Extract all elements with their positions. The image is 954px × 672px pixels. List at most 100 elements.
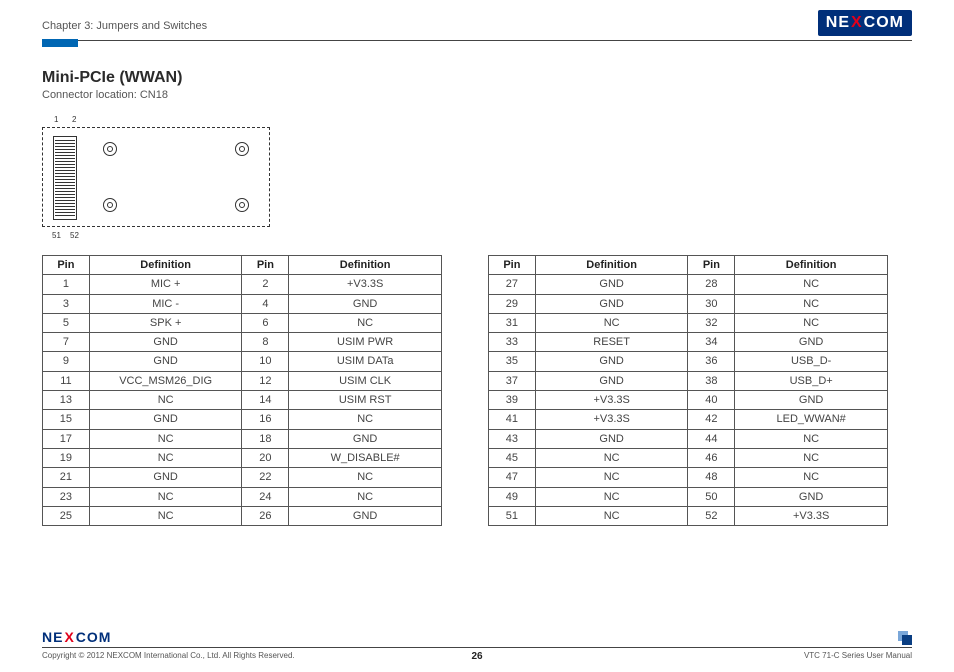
cell-def: VCC_MSM26_DIG xyxy=(89,371,242,390)
table-row: 25NC26GND xyxy=(43,506,442,525)
cell-def: GND xyxy=(89,352,242,371)
cell-def: NC xyxy=(289,410,442,429)
cell-pin: 42 xyxy=(688,410,735,429)
logo-box: NEXCOM xyxy=(818,10,912,36)
cell-pin: 43 xyxy=(489,429,536,448)
cell-def: RESET xyxy=(535,333,688,352)
th-def: Definition xyxy=(289,256,442,275)
cell-def: GND xyxy=(89,468,242,487)
cell-pin: 52 xyxy=(688,506,735,525)
pin-table-left: Pin Definition Pin Definition 1MIC +2+V3… xyxy=(42,255,442,526)
cell-pin: 19 xyxy=(43,448,90,467)
pin-label-1: 1 xyxy=(54,115,58,124)
cell-pin: 47 xyxy=(489,468,536,487)
table-row: 51NC52+V3.3S xyxy=(489,506,888,525)
cell-def: GND xyxy=(535,429,688,448)
cell-pin: 44 xyxy=(688,429,735,448)
cell-pin: 45 xyxy=(489,448,536,467)
table-row: 23NC24NC xyxy=(43,487,442,506)
table-row: 13NC14USIM RST xyxy=(43,391,442,410)
pin-label-2: 2 xyxy=(72,115,76,124)
cell-def: NC xyxy=(735,294,888,313)
th-def: Definition xyxy=(535,256,688,275)
table-row: 21GND22NC xyxy=(43,468,442,487)
cell-pin: 15 xyxy=(43,410,90,429)
logo-left: NE xyxy=(42,629,63,645)
cell-def: NC xyxy=(535,468,688,487)
content-area: Mini-PCIe (WWAN) Connector location: CN1… xyxy=(0,47,954,526)
cell-def: GND xyxy=(735,391,888,410)
cell-pin: 33 xyxy=(489,333,536,352)
cell-def: NC xyxy=(535,487,688,506)
cell-def: +V3.3S xyxy=(535,410,688,429)
chapter-label: Chapter 3: Jumpers and Switches xyxy=(42,20,207,36)
table-row: 3MIC -4GND xyxy=(43,294,442,313)
cell-def: GND xyxy=(735,333,888,352)
page-header: Chapter 3: Jumpers and Switches NEXCOM xyxy=(0,0,954,36)
mount-hole-icon xyxy=(103,198,117,212)
cell-pin: 7 xyxy=(43,333,90,352)
cell-pin: 6 xyxy=(242,313,289,332)
cell-pin: 12 xyxy=(242,371,289,390)
cell-pin: 16 xyxy=(242,410,289,429)
table-row: 27GND28NC xyxy=(489,275,888,294)
cell-def: NC xyxy=(89,391,242,410)
cell-def: NC xyxy=(535,313,688,332)
pin-stripes xyxy=(54,139,76,217)
table-row: 11VCC_MSM26_DIG12USIM CLK xyxy=(43,371,442,390)
cell-pin: 8 xyxy=(242,333,289,352)
th-def: Definition xyxy=(89,256,242,275)
table-row: 29GND30NC xyxy=(489,294,888,313)
table-row: 37GND38USB_D+ xyxy=(489,371,888,390)
th-pin: Pin xyxy=(242,256,289,275)
cell-def: NC xyxy=(289,487,442,506)
cell-pin: 38 xyxy=(688,371,735,390)
logo-x: X xyxy=(64,629,74,645)
footer-line xyxy=(42,647,912,648)
table-row: 15GND16NC xyxy=(43,410,442,429)
cell-def: GND xyxy=(289,506,442,525)
cell-def: USIM RST xyxy=(289,391,442,410)
cell-def: +V3.3S xyxy=(735,506,888,525)
cell-pin: 14 xyxy=(242,391,289,410)
cell-pin: 9 xyxy=(43,352,90,371)
cell-def: MIC + xyxy=(89,275,242,294)
cell-pin: 48 xyxy=(688,468,735,487)
cell-pin: 22 xyxy=(242,468,289,487)
cell-def: GND xyxy=(89,333,242,352)
cell-pin: 37 xyxy=(489,371,536,390)
table-row: 39+V3.3S40GND xyxy=(489,391,888,410)
cell-pin: 24 xyxy=(242,487,289,506)
cell-pin: 39 xyxy=(489,391,536,410)
footer-logo: NEXCOM xyxy=(42,629,111,645)
footer-square-icon xyxy=(898,631,912,645)
cell-pin: 4 xyxy=(242,294,289,313)
cell-def: NC xyxy=(735,275,888,294)
table-row: 43GND44NC xyxy=(489,429,888,448)
section-title: Mini-PCIe (WWAN) xyxy=(42,69,912,87)
connector-body xyxy=(53,136,77,220)
cell-pin: 5 xyxy=(43,313,90,332)
copyright-text: Copyright © 2012 NEXCOM International Co… xyxy=(42,651,295,660)
cell-def: +V3.3S xyxy=(535,391,688,410)
cell-pin: 20 xyxy=(242,448,289,467)
cell-pin: 40 xyxy=(688,391,735,410)
cell-pin: 10 xyxy=(242,352,289,371)
cell-def: NC xyxy=(735,313,888,332)
cell-def: NC xyxy=(535,506,688,525)
cell-def: GND xyxy=(289,294,442,313)
cell-def: NC xyxy=(89,448,242,467)
module-outline xyxy=(42,127,270,227)
table-row: 45NC46NC xyxy=(489,448,888,467)
section-subtitle: Connector location: CN18 xyxy=(42,89,912,101)
page-footer: NEXCOM Copyright © 2012 NEXCOM Internati… xyxy=(0,627,954,660)
footer-top: NEXCOM xyxy=(42,627,912,645)
pin-label-51: 51 xyxy=(52,231,61,240)
cell-def: GND xyxy=(89,410,242,429)
mount-hole-icon xyxy=(103,142,117,156)
cell-pin: 17 xyxy=(43,429,90,448)
table-row: 1MIC +2+V3.3S xyxy=(43,275,442,294)
cell-pin: 46 xyxy=(688,448,735,467)
cell-pin: 18 xyxy=(242,429,289,448)
accent-bar xyxy=(42,39,78,47)
